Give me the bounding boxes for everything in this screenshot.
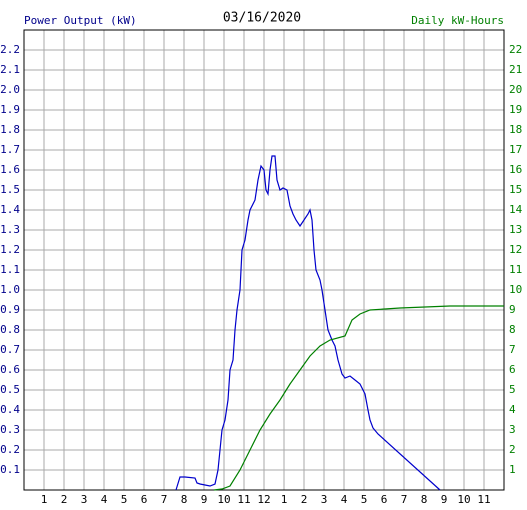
y2-tick-label: 22 <box>509 43 522 56</box>
y2-tick-label: 2 <box>509 443 516 456</box>
chart-title: 03/16/2020 <box>223 11 301 26</box>
y-tick-label: 0.5 <box>0 383 20 396</box>
y-tick-label: 0.3 <box>0 423 20 436</box>
y-tick-label: 1.8 <box>0 123 20 136</box>
y-tick-label: 2.0 <box>0 83 20 96</box>
y2-axis-label: Daily kW-Hours <box>411 14 504 27</box>
x-tick-label: 5 <box>361 493 368 506</box>
y2-tick-label: 5 <box>509 383 516 396</box>
x-tick-label: 1 <box>281 493 288 506</box>
x-tick-label: 7 <box>161 493 168 506</box>
x-tick-label: 12 <box>257 493 270 506</box>
y2-tick-label: 13 <box>509 223 522 236</box>
y-tick-label: 0.4 <box>0 403 20 416</box>
x-tick-label: 6 <box>141 493 148 506</box>
y2-tick-label: 14 <box>509 203 523 216</box>
y-tick-label: 0.2 <box>0 443 20 456</box>
x-tick-label: 8 <box>421 493 428 506</box>
x-tick-label: 2 <box>61 493 68 506</box>
y-tick-label: 1.5 <box>0 183 20 196</box>
y2-tick-label: 21 <box>509 63 522 76</box>
y2-tick-label: 10 <box>509 283 522 296</box>
y-tick-label: 1.3 <box>0 223 20 236</box>
x-tick-label: 3 <box>321 493 328 506</box>
y-tick-label: 1.2 <box>0 243 20 256</box>
x-tick-label: 10 <box>217 493 230 506</box>
y-tick-label: 0.8 <box>0 323 20 336</box>
y2-tick-label: 7 <box>509 343 516 356</box>
x-tick-label: 9 <box>441 493 448 506</box>
y-tick-label: 1.4 <box>0 203 20 216</box>
x-tick-label: 8 <box>181 493 188 506</box>
x-tick-label: 4 <box>341 493 348 506</box>
y-tick-label: 2.1 <box>0 63 20 76</box>
y2-tick-label: 6 <box>509 363 516 376</box>
y2-tick-label: 1 <box>509 463 516 476</box>
y2-tick-label: 11 <box>509 263 522 276</box>
x-tick-label: 3 <box>81 493 88 506</box>
x-tick-label: 11 <box>477 493 490 506</box>
y-tick-label: 0.7 <box>0 343 20 356</box>
y2-tick-label: 4 <box>509 403 516 416</box>
y2-tick-label: 8 <box>509 323 516 336</box>
plot-border <box>23 29 505 491</box>
x-tick-label: 10 <box>457 493 470 506</box>
series-line <box>175 155 441 491</box>
y2-tick-label: 17 <box>509 143 522 156</box>
x-tick-label: 5 <box>121 493 128 506</box>
x-tick-label: 1 <box>41 493 48 506</box>
y2-tick-label: 3 <box>509 423 516 436</box>
x-tick-label: 2 <box>301 493 308 506</box>
series-line <box>213 305 504 491</box>
y-tick-label: 1.9 <box>0 103 20 116</box>
y2-tick-label: 19 <box>509 103 522 116</box>
y2-tick-label: 20 <box>509 83 522 96</box>
y-tick-label: 0.1 <box>0 463 20 476</box>
y2-tick-label: 12 <box>509 243 522 256</box>
y-tick-label: 1.0 <box>0 283 20 296</box>
y2-tick-label: 16 <box>509 163 522 176</box>
y2-tick-label: 15 <box>509 183 522 196</box>
x-tick-label: 9 <box>201 493 208 506</box>
x-tick-label: 7 <box>401 493 408 506</box>
x-tick-label: 11 <box>237 493 250 506</box>
y2-tick-label: 9 <box>509 303 516 316</box>
y-tick-label: 2.2 <box>0 43 20 56</box>
y2-tick-label: 18 <box>509 123 522 136</box>
y-tick-label: 0.9 <box>0 303 20 316</box>
y-tick-label: 1.1 <box>0 263 20 276</box>
y-tick-label: 1.6 <box>0 163 20 176</box>
y-tick-label: 0.6 <box>0 363 20 376</box>
x-tick-label: 6 <box>381 493 388 506</box>
y-tick-label: 1.7 <box>0 143 20 156</box>
y-axis-label: Power Output (kW) <box>24 14 137 27</box>
x-tick-label: 4 <box>101 493 108 506</box>
